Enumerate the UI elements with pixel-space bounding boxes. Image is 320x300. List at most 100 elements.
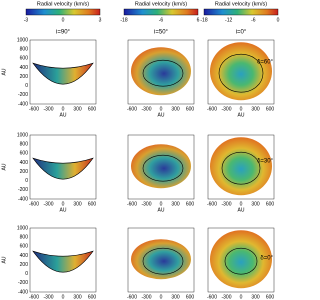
x-axis-label: AU xyxy=(158,112,165,118)
colorbar-tick-label: -3 xyxy=(24,17,29,23)
y-tick-label: 600 xyxy=(20,56,29,62)
y-tick-label: 0 xyxy=(25,83,28,89)
x-tick-label: 600 xyxy=(266,201,275,207)
y-tick-label: -400 xyxy=(18,196,28,202)
x-tick-label: -300 xyxy=(221,294,231,300)
colorbar-tick-label: -18 xyxy=(200,17,207,23)
y-tick-label: 600 xyxy=(20,244,29,250)
x-tick-label: 0 xyxy=(62,294,65,300)
colorbar-tick-label: -6 xyxy=(159,17,164,23)
contour xyxy=(142,154,184,182)
contour xyxy=(224,247,258,275)
colorbar-tick-label: -6 xyxy=(251,17,256,23)
contour xyxy=(142,59,184,87)
colorbar-title: Radial velocity (km/s) xyxy=(215,1,267,7)
x-tick-label: 0 xyxy=(62,106,65,112)
y-tick-label: 0 xyxy=(25,178,28,184)
velocity-map xyxy=(210,137,272,196)
x-tick-label: 0 xyxy=(240,294,243,300)
x-tick-label: 0 xyxy=(160,201,163,207)
y-tick-label: 800 xyxy=(20,234,29,240)
x-tick-label: 600 xyxy=(88,294,97,300)
y-tick-label: 200 xyxy=(20,262,29,268)
y-tick-label: 600 xyxy=(20,151,29,157)
figure: Radial velocity (km/s) -3 0 3 i=90° Radial ve… xyxy=(1,1,280,300)
colorbar xyxy=(123,8,199,16)
x-tick-label: 300 xyxy=(73,106,82,112)
x-tick-label: 0 xyxy=(240,201,243,207)
y-tick-label: -400 xyxy=(18,289,28,295)
x-tick-label: -300 xyxy=(221,106,231,112)
velocity-map xyxy=(131,47,191,96)
y-tick-label: 800 xyxy=(20,46,29,52)
velocity-map xyxy=(210,42,272,101)
row-label: δ=30° xyxy=(257,159,274,165)
x-tick-label: 600 xyxy=(186,106,195,112)
colorbar-tick-label: -12 xyxy=(225,17,232,23)
x-tick-label: -300 xyxy=(43,294,53,300)
column-title: i=90° xyxy=(56,30,71,36)
x-tick-label: -300 xyxy=(141,294,151,300)
y-tick-label: 0 xyxy=(25,271,28,277)
x-tick-label: 600 xyxy=(186,201,195,207)
x-tick-label: -600 xyxy=(207,106,217,112)
x-axis-label: AU xyxy=(238,207,245,213)
colorbar-tick-label: -18 xyxy=(120,17,127,23)
x-tick-label: 300 xyxy=(171,294,180,300)
x-tick-label: 0 xyxy=(240,106,243,112)
y-tick-label: -400 xyxy=(18,101,28,107)
y-tick-label: -200 xyxy=(18,92,28,98)
x-tick-label: 0 xyxy=(160,294,163,300)
velocity-map xyxy=(131,144,191,189)
x-tick-label: 300 xyxy=(171,201,180,207)
colorbar xyxy=(203,8,279,16)
colorbar-tick-label: 3 xyxy=(99,17,102,23)
x-tick-label: -600 xyxy=(207,294,217,300)
x-tick-label: -600 xyxy=(29,294,39,300)
x-tick-label: -600 xyxy=(127,294,137,300)
x-tick-label: 0 xyxy=(160,106,163,112)
velocity-map xyxy=(32,62,94,85)
x-axis-label: AU xyxy=(158,207,165,213)
x-tick-label: -300 xyxy=(141,201,151,207)
x-axis-label: AU xyxy=(238,112,245,118)
contour xyxy=(218,53,264,93)
x-tick-label: 600 xyxy=(186,294,195,300)
contour xyxy=(142,247,184,275)
x-tick-label: 300 xyxy=(73,201,82,207)
x-tick-label: -300 xyxy=(43,201,53,207)
x-tick-label: -600 xyxy=(29,106,39,112)
colorbar-title: Radial velocity (km/s) xyxy=(135,1,187,7)
column-title: i=0° xyxy=(236,30,247,36)
row-label: δ=60° xyxy=(257,60,274,66)
x-tick-label: -300 xyxy=(141,106,151,112)
y-tick-label: 400 xyxy=(20,65,29,71)
velocity-map xyxy=(32,250,94,273)
x-tick-label: 300 xyxy=(171,106,180,112)
x-tick-label: -300 xyxy=(221,201,231,207)
x-tick-label: 600 xyxy=(88,106,97,112)
x-tick-label: 300 xyxy=(73,294,82,300)
x-tick-label: -600 xyxy=(127,106,137,112)
x-tick-label: 600 xyxy=(266,294,275,300)
x-tick-label: -600 xyxy=(29,201,39,207)
y-tick-label: 1000 xyxy=(17,37,28,43)
y-tick-label: 1000 xyxy=(17,225,28,231)
y-tick-label: 800 xyxy=(20,141,29,147)
x-tick-label: 600 xyxy=(266,106,275,112)
y-axis-label: AU xyxy=(1,163,7,170)
x-tick-label: 300 xyxy=(251,201,260,207)
contour xyxy=(221,151,261,185)
x-tick-label: 300 xyxy=(251,294,260,300)
y-tick-label: 400 xyxy=(20,160,29,166)
x-tick-label: 300 xyxy=(251,106,260,112)
colorbar xyxy=(25,8,101,16)
x-tick-label: 0 xyxy=(62,201,65,207)
y-tick-label: -200 xyxy=(18,187,28,193)
colorbar-tick-label: 0 xyxy=(62,17,65,23)
colorbar-tick-label: 0 xyxy=(277,17,280,23)
y-tick-label: -200 xyxy=(18,280,28,286)
velocity-map xyxy=(131,239,191,280)
y-tick-label: 200 xyxy=(20,74,29,80)
x-tick-label: -600 xyxy=(127,201,137,207)
